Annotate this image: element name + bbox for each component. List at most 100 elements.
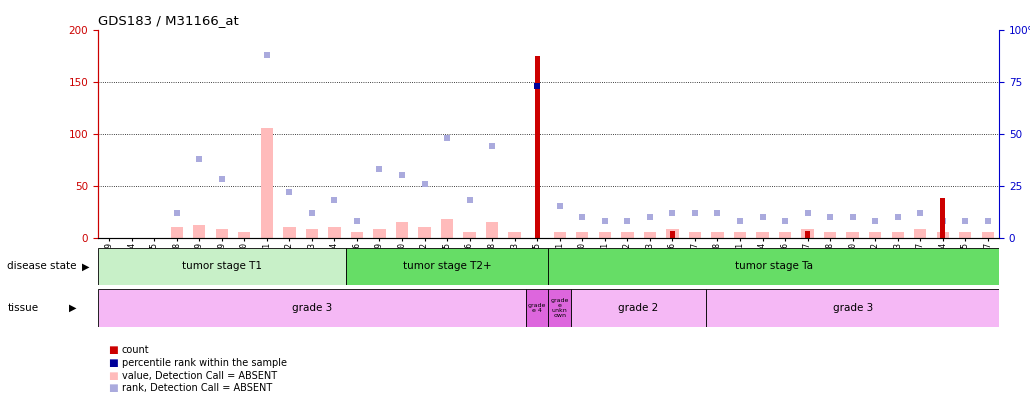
- Bar: [621, 232, 633, 238]
- Bar: [936, 232, 949, 238]
- Point: [980, 218, 996, 224]
- Bar: [171, 227, 183, 238]
- Point: [439, 135, 455, 141]
- Text: tumor stage T2+: tumor stage T2+: [403, 261, 491, 271]
- Point: [777, 218, 793, 224]
- Point: [259, 51, 275, 58]
- Text: GDS183 / M31166_at: GDS183 / M31166_at: [98, 14, 239, 27]
- Point: [371, 166, 387, 172]
- Point: [281, 188, 298, 195]
- Bar: [805, 231, 810, 238]
- Point: [912, 209, 928, 216]
- Point: [822, 214, 838, 220]
- Bar: [193, 225, 205, 238]
- Text: count: count: [122, 345, 149, 356]
- Bar: [689, 232, 701, 238]
- Bar: [215, 229, 228, 238]
- Bar: [98, 248, 346, 285]
- Point: [934, 218, 951, 224]
- Bar: [571, 289, 707, 327]
- Point: [664, 209, 681, 216]
- Bar: [283, 227, 296, 238]
- Bar: [373, 229, 385, 238]
- Bar: [644, 232, 656, 238]
- Bar: [418, 227, 431, 238]
- Point: [596, 218, 613, 224]
- Bar: [329, 227, 341, 238]
- Bar: [712, 232, 724, 238]
- Bar: [441, 219, 453, 238]
- Bar: [238, 232, 250, 238]
- Text: grade
e 4: grade e 4: [528, 303, 546, 313]
- Point: [574, 214, 590, 220]
- Bar: [940, 198, 946, 238]
- Point: [687, 209, 703, 216]
- Point: [393, 172, 410, 178]
- Text: grade
e
unkn
own: grade e unkn own: [551, 298, 569, 318]
- Bar: [98, 289, 526, 327]
- Point: [845, 214, 861, 220]
- Bar: [801, 229, 814, 238]
- Text: ■: ■: [108, 383, 117, 394]
- Bar: [892, 232, 904, 238]
- Point: [349, 218, 366, 224]
- Text: disease state: disease state: [7, 261, 76, 271]
- Point: [304, 209, 320, 216]
- Bar: [914, 229, 926, 238]
- Bar: [598, 232, 611, 238]
- Text: tumor stage T1: tumor stage T1: [181, 261, 262, 271]
- Point: [169, 209, 185, 216]
- Point: [710, 209, 726, 216]
- Point: [327, 197, 343, 204]
- Bar: [847, 232, 859, 238]
- Text: grade 3: grade 3: [291, 303, 332, 313]
- Point: [551, 203, 568, 209]
- Bar: [553, 232, 565, 238]
- Bar: [548, 289, 571, 327]
- Bar: [509, 232, 521, 238]
- Bar: [261, 128, 273, 238]
- Bar: [535, 56, 540, 238]
- Text: value, Detection Call = ABSENT: value, Detection Call = ABSENT: [122, 371, 277, 381]
- Text: tumor stage Ta: tumor stage Ta: [734, 261, 813, 271]
- Bar: [306, 229, 318, 238]
- Bar: [824, 232, 836, 238]
- Bar: [576, 232, 588, 238]
- Point: [416, 180, 433, 187]
- Bar: [779, 232, 791, 238]
- Bar: [464, 232, 476, 238]
- Text: ▶: ▶: [69, 303, 76, 313]
- Point: [461, 197, 478, 204]
- Text: ■: ■: [108, 358, 117, 368]
- Bar: [959, 232, 971, 238]
- Text: percentile rank within the sample: percentile rank within the sample: [122, 358, 286, 368]
- Point: [731, 218, 748, 224]
- Bar: [707, 289, 999, 327]
- Point: [799, 209, 816, 216]
- Text: grade 2: grade 2: [618, 303, 659, 313]
- Bar: [526, 289, 548, 327]
- Bar: [346, 248, 548, 285]
- Point: [867, 218, 884, 224]
- Point: [484, 143, 501, 149]
- Text: tissue: tissue: [7, 303, 38, 313]
- Bar: [666, 229, 679, 238]
- Point: [642, 214, 658, 220]
- Point: [213, 176, 230, 183]
- Bar: [982, 232, 994, 238]
- Bar: [733, 232, 746, 238]
- Text: grade 3: grade 3: [832, 303, 872, 313]
- Point: [619, 218, 636, 224]
- Bar: [670, 231, 675, 238]
- Bar: [351, 232, 364, 238]
- Point: [529, 83, 546, 89]
- Bar: [396, 222, 408, 238]
- Text: ■: ■: [108, 345, 117, 356]
- Bar: [486, 222, 499, 238]
- Text: rank, Detection Call = ABSENT: rank, Detection Call = ABSENT: [122, 383, 272, 394]
- Point: [890, 214, 906, 220]
- Bar: [756, 232, 768, 238]
- Text: ■: ■: [108, 371, 117, 381]
- Point: [957, 218, 973, 224]
- Bar: [548, 248, 999, 285]
